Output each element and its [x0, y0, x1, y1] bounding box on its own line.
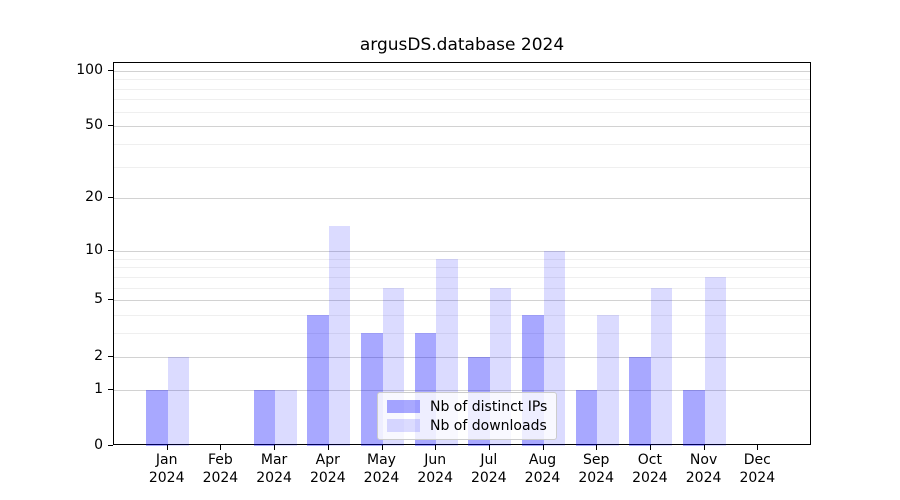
bar-downloads-mar [275, 389, 297, 446]
gridline-minor-30 [114, 166, 810, 168]
x-tick-label-dec: Dec 2024 [739, 452, 776, 486]
gridline-minor-40 [114, 144, 810, 145]
gridline-minor-3 [114, 333, 810, 335]
y-tick-label-1: 1 [94, 380, 103, 397]
y-tick-label-10: 10 [85, 242, 103, 258]
y-tick-label-2: 2 [94, 347, 103, 364]
x-tick-jan [166, 445, 168, 450]
bar-downloads-apr [328, 225, 351, 446]
y-tick-5 [108, 299, 113, 301]
y-tick-1 [108, 388, 113, 390]
gridline-minor-7 [114, 276, 810, 278]
y-tick-100 [108, 69, 113, 71]
gridline-major-5 [114, 300, 810, 302]
gridline-major-20 [114, 198, 810, 200]
x-tick-label-may: May 2024 [363, 452, 400, 486]
y-tick-label-50: 50 [85, 117, 103, 134]
legend-swatch-distinct-ips [387, 400, 420, 413]
gridline-minor-70 [114, 99, 810, 101]
x-tick-label-jul: Jul 2024 [470, 452, 507, 486]
bar-distinct-ips-oct [629, 356, 651, 446]
gridline-minor-4 [114, 315, 810, 317]
gridline-minor-90 [114, 79, 810, 81]
bar-distinct-ips-sep [575, 389, 598, 446]
x-tick-label-jan: Jan 2024 [148, 452, 185, 486]
x-tick-label-nov: Nov 2024 [685, 452, 722, 486]
x-tick-mar [274, 445, 276, 450]
x-tick-label-jun: Jun 2024 [417, 452, 453, 486]
x-tick-label-feb: Feb 2024 [202, 452, 239, 486]
gridline-major-10 [114, 251, 810, 252]
bar-distinct-ips-nov [683, 389, 705, 446]
gridline-major-50 [114, 126, 810, 128]
x-tick-apr [327, 445, 329, 450]
y-tick-label-0: 0 [94, 437, 103, 453]
x-tick-sep [596, 445, 598, 450]
plot-area [113, 62, 811, 446]
x-tick-jun [435, 445, 437, 450]
bar-distinct-ips-apr [307, 315, 329, 446]
bar-distinct-ips-jan [146, 389, 168, 446]
x-tick-may [381, 445, 383, 450]
chart-title: argusDS.database 2024 [359, 35, 565, 55]
y-tick-label-20: 20 [85, 189, 103, 206]
bar-downloads-sep [597, 315, 619, 446]
x-tick-label-aug: Aug 2024 [524, 452, 561, 486]
gridline-minor-60 [114, 111, 810, 113]
x-tick-label-sep: Sep 2024 [578, 452, 614, 486]
gridline-minor-8 [114, 267, 810, 269]
legend-label-downloads: Nb of downloads [430, 417, 547, 434]
x-tick-label-oct: Oct 2024 [632, 452, 668, 486]
legend-item-distinct-ips: Nb of distinct IPs [387, 397, 547, 416]
bar-downloads-oct [650, 287, 673, 446]
bar-distinct-ips-mar [253, 389, 276, 446]
legend-label-distinct-ips: Nb of distinct IPs [430, 398, 548, 415]
x-tick-label-apr: Apr 2024 [309, 452, 346, 486]
x-tick-jul [488, 445, 490, 450]
legend-swatch-downloads [387, 419, 420, 432]
gridline-major-2 [114, 356, 810, 358]
y-tick-2 [108, 355, 113, 357]
y-tick-label-100: 100 [76, 61, 103, 78]
y-tick-50 [108, 125, 113, 127]
gridline-minor-9 [114, 258, 810, 260]
x-tick-aug [542, 445, 544, 450]
x-tick-oct [649, 445, 651, 450]
y-tick-0 [108, 445, 113, 446]
gridline-minor-80 [114, 88, 810, 90]
bar-downloads-nov [704, 276, 727, 446]
x-tick-label-mar: Mar 2024 [256, 452, 292, 486]
x-tick-dec [757, 445, 759, 450]
gridline-major-1 [114, 389, 810, 391]
gridline-major-100 [114, 70, 810, 72]
legend-item-downloads: Nb of downloads [387, 416, 547, 435]
y-tick-10 [108, 250, 113, 251]
x-tick-feb [220, 445, 222, 450]
legend: Nb of distinct IPs Nb of downloads [377, 392, 558, 440]
gridline-minor-6 [114, 287, 810, 289]
bar-downloads-jan [167, 356, 190, 446]
y-tick-20 [108, 197, 113, 199]
y-tick-label-5: 5 [94, 291, 103, 308]
x-tick-nov [703, 445, 705, 450]
